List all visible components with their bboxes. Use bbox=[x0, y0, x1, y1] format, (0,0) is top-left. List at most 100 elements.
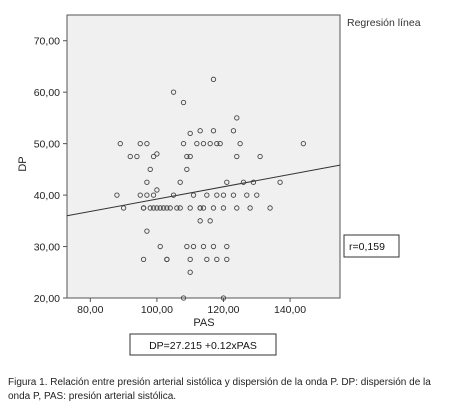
data-point bbox=[184, 243, 190, 250]
data-point bbox=[187, 256, 193, 263]
x-axis-title: PAS bbox=[193, 317, 214, 329]
data-point bbox=[170, 89, 177, 95]
y-tick-label: 60,00 bbox=[34, 87, 60, 99]
data-point bbox=[184, 166, 190, 173]
y-tick-label: 30,00 bbox=[34, 242, 60, 254]
data-point bbox=[234, 205, 240, 211]
data-point bbox=[164, 256, 170, 263]
data-point bbox=[220, 192, 227, 198]
data-point bbox=[220, 205, 227, 211]
data-point bbox=[224, 179, 230, 185]
data-point bbox=[164, 205, 170, 211]
data-point bbox=[230, 192, 237, 198]
legend-label: Regresión línea bbox=[347, 17, 421, 29]
data-point bbox=[114, 192, 120, 198]
data-point bbox=[214, 192, 220, 198]
data-point bbox=[267, 205, 273, 211]
data-point bbox=[157, 205, 163, 211]
equation-box bbox=[129, 333, 277, 356]
data-point bbox=[140, 256, 147, 263]
data-point bbox=[150, 192, 157, 198]
data-point bbox=[234, 153, 240, 160]
data-point bbox=[154, 205, 160, 211]
x-tick-label: 120,00 bbox=[207, 304, 239, 316]
data-point bbox=[187, 153, 193, 160]
data-point bbox=[210, 243, 217, 250]
data-point bbox=[237, 140, 243, 147]
data-point bbox=[177, 179, 183, 185]
data-point bbox=[147, 205, 153, 211]
regression-layer bbox=[66, 164, 341, 217]
data-point bbox=[157, 243, 163, 250]
data-point bbox=[147, 166, 153, 173]
y-axis-title: DP bbox=[17, 156, 29, 171]
data-point bbox=[200, 205, 207, 211]
data-point bbox=[154, 187, 160, 193]
x-tick-label: 80,00 bbox=[77, 304, 103, 316]
data-point bbox=[144, 192, 150, 198]
y-tick-label: 50,00 bbox=[34, 139, 60, 151]
data-point bbox=[204, 192, 210, 198]
data-point bbox=[180, 295, 187, 301]
scatter-chart: 80,00 100,00 120,00 140,00 20,00 30,00 40,00 5… bbox=[17, 14, 421, 356]
data-point bbox=[254, 192, 260, 198]
data-point bbox=[180, 140, 187, 147]
data-point bbox=[120, 205, 127, 211]
data-point bbox=[144, 140, 150, 147]
data-point bbox=[240, 179, 247, 185]
data-point bbox=[200, 243, 207, 250]
data-point bbox=[210, 76, 217, 82]
x-tick-label: 140,00 bbox=[274, 304, 306, 316]
data-point bbox=[220, 295, 227, 301]
data-point bbox=[117, 140, 123, 147]
data-point bbox=[244, 192, 250, 198]
data-point bbox=[214, 140, 220, 147]
data-point bbox=[194, 140, 200, 147]
data-point bbox=[257, 153, 263, 160]
figure-caption: Figura 1. Relación entre presión arteria… bbox=[8, 376, 444, 404]
x-tick-label: 100,00 bbox=[141, 304, 173, 316]
data-point bbox=[207, 140, 213, 147]
data-point bbox=[144, 179, 150, 185]
data-point bbox=[210, 205, 217, 211]
data-point bbox=[210, 128, 217, 134]
data-point bbox=[187, 269, 193, 275]
data-point bbox=[150, 153, 157, 160]
data-point bbox=[197, 128, 203, 134]
data-point bbox=[190, 192, 197, 198]
plot-area bbox=[66, 14, 341, 299]
y-tick-label: 40,00 bbox=[34, 190, 60, 202]
data-point bbox=[230, 128, 237, 134]
caption-text: . Relación entre presión arterial sistól… bbox=[8, 377, 431, 402]
r-value-box bbox=[343, 234, 400, 258]
data-point bbox=[214, 256, 220, 263]
data-point bbox=[204, 256, 210, 263]
data-point bbox=[200, 140, 207, 147]
r-value-label: r=0,159 bbox=[349, 241, 385, 253]
scatter-chart-figure: 80,00 100,00 120,00 140,00 20,00 30,00 40,00 5… bbox=[17, 14, 421, 356]
data-point bbox=[137, 192, 143, 198]
data-point bbox=[174, 205, 180, 211]
data-point bbox=[197, 205, 203, 211]
data-point bbox=[300, 140, 307, 147]
regression-line bbox=[66, 164, 341, 217]
data-point bbox=[187, 130, 193, 136]
y-tick-label: 20,00 bbox=[34, 293, 60, 305]
data-point bbox=[277, 179, 283, 185]
data-point bbox=[207, 218, 213, 224]
data-point bbox=[140, 205, 147, 211]
data-point bbox=[247, 205, 253, 211]
data-point bbox=[184, 153, 190, 160]
data-point bbox=[234, 115, 240, 121]
x-axis: 80,00 100,00 120,00 140,00 bbox=[77, 298, 306, 316]
data-point bbox=[154, 151, 160, 157]
data-point bbox=[224, 243, 230, 250]
data-point bbox=[134, 153, 140, 160]
data-points bbox=[114, 76, 307, 301]
data-point bbox=[187, 205, 193, 211]
data-point bbox=[190, 243, 197, 250]
data-point bbox=[137, 140, 143, 147]
y-axis: 20,00 30,00 40,00 50,00 60,00 70,00 bbox=[34, 36, 67, 305]
equation-label: DP=27.215 +0.12xPAS bbox=[149, 340, 257, 352]
data-point bbox=[217, 140, 223, 147]
